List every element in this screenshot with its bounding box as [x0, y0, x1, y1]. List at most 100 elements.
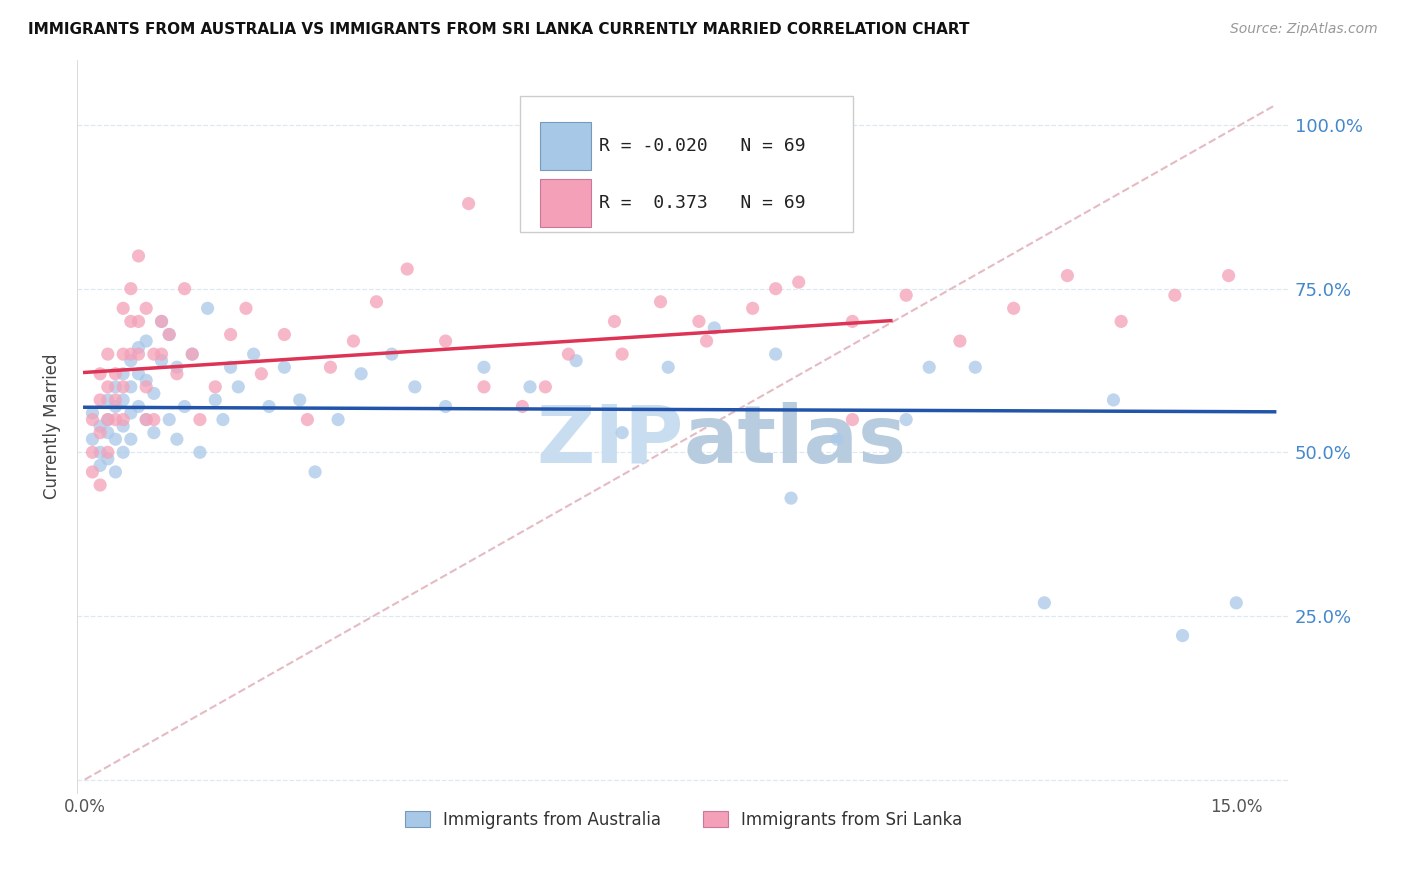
Point — [181, 347, 204, 361]
Text: ZIP: ZIP — [536, 401, 683, 480]
Point — [326, 412, 349, 426]
Point — [288, 392, 311, 407]
Point — [82, 465, 104, 479]
Point — [97, 445, 120, 459]
Point — [128, 347, 150, 361]
Point — [82, 406, 104, 420]
Point — [257, 400, 280, 414]
Point — [841, 412, 863, 426]
Point — [142, 412, 165, 426]
Point — [150, 314, 173, 328]
Point — [457, 196, 479, 211]
Point — [150, 353, 173, 368]
Point — [918, 360, 941, 375]
Point — [688, 314, 710, 328]
Point — [104, 432, 127, 446]
Point — [82, 412, 104, 426]
Point — [703, 321, 725, 335]
Point — [97, 347, 120, 361]
Point — [342, 334, 364, 348]
Point — [135, 412, 157, 426]
Y-axis label: Currently Married: Currently Married — [44, 353, 60, 499]
Point — [226, 380, 249, 394]
Point — [219, 327, 242, 342]
Point — [1225, 596, 1247, 610]
Point — [135, 334, 157, 348]
Point — [82, 432, 104, 446]
Point — [841, 314, 863, 328]
Point — [97, 451, 120, 466]
Point — [1102, 392, 1125, 407]
Point — [404, 380, 426, 394]
Point — [297, 412, 319, 426]
Point — [89, 445, 111, 459]
Point — [1056, 268, 1078, 283]
Point — [472, 380, 495, 394]
Point — [142, 425, 165, 440]
Text: IMMIGRANTS FROM AUSTRALIA VS IMMIGRANTS FROM SRI LANKA CURRENTLY MARRIED CORRELA: IMMIGRANTS FROM AUSTRALIA VS IMMIGRANTS … — [28, 22, 970, 37]
Point — [366, 294, 388, 309]
Point — [104, 412, 127, 426]
Point — [765, 282, 787, 296]
Point — [381, 347, 404, 361]
Point — [273, 360, 295, 375]
Point — [188, 412, 211, 426]
Point — [142, 386, 165, 401]
Point — [250, 367, 273, 381]
Point — [150, 314, 173, 328]
Point — [97, 392, 120, 407]
Point — [142, 347, 165, 361]
Point — [112, 419, 135, 434]
Point — [965, 360, 987, 375]
Point — [112, 412, 135, 426]
Point — [181, 347, 204, 361]
Point — [104, 392, 127, 407]
Point — [135, 412, 157, 426]
FancyBboxPatch shape — [540, 179, 592, 227]
Point — [434, 400, 457, 414]
Point — [173, 400, 195, 414]
Point — [610, 425, 633, 440]
Point — [112, 367, 135, 381]
Point — [650, 294, 672, 309]
Point — [135, 380, 157, 394]
Point — [166, 367, 188, 381]
Point — [120, 432, 142, 446]
Point — [780, 491, 803, 505]
Point — [128, 341, 150, 355]
Point — [120, 314, 142, 328]
Point — [657, 360, 679, 375]
Point — [89, 392, 111, 407]
Point — [112, 392, 135, 407]
Point — [173, 282, 195, 296]
Point — [1171, 629, 1194, 643]
Point — [565, 353, 588, 368]
Point — [120, 380, 142, 394]
FancyBboxPatch shape — [540, 122, 592, 169]
Point — [128, 400, 150, 414]
Legend: Immigrants from Australia, Immigrants from Sri Lanka: Immigrants from Australia, Immigrants fr… — [398, 805, 969, 836]
Point — [787, 275, 810, 289]
Point — [89, 458, 111, 473]
Point — [350, 367, 373, 381]
Point — [104, 400, 127, 414]
Point — [157, 327, 180, 342]
Point — [157, 327, 180, 342]
Point — [825, 432, 848, 446]
Text: R = -0.020   N = 69: R = -0.020 N = 69 — [599, 136, 806, 155]
Text: R =  0.373   N = 69: R = 0.373 N = 69 — [599, 194, 806, 211]
Point — [519, 380, 541, 394]
Point — [157, 412, 180, 426]
Point — [97, 380, 120, 394]
Point — [112, 347, 135, 361]
Text: atlas: atlas — [683, 401, 907, 480]
Point — [1002, 301, 1025, 316]
Point — [212, 412, 235, 426]
Point — [104, 380, 127, 394]
Point — [112, 445, 135, 459]
Point — [319, 360, 342, 375]
Point — [112, 380, 135, 394]
Point — [696, 334, 718, 348]
Point — [104, 367, 127, 381]
Point — [166, 360, 188, 375]
